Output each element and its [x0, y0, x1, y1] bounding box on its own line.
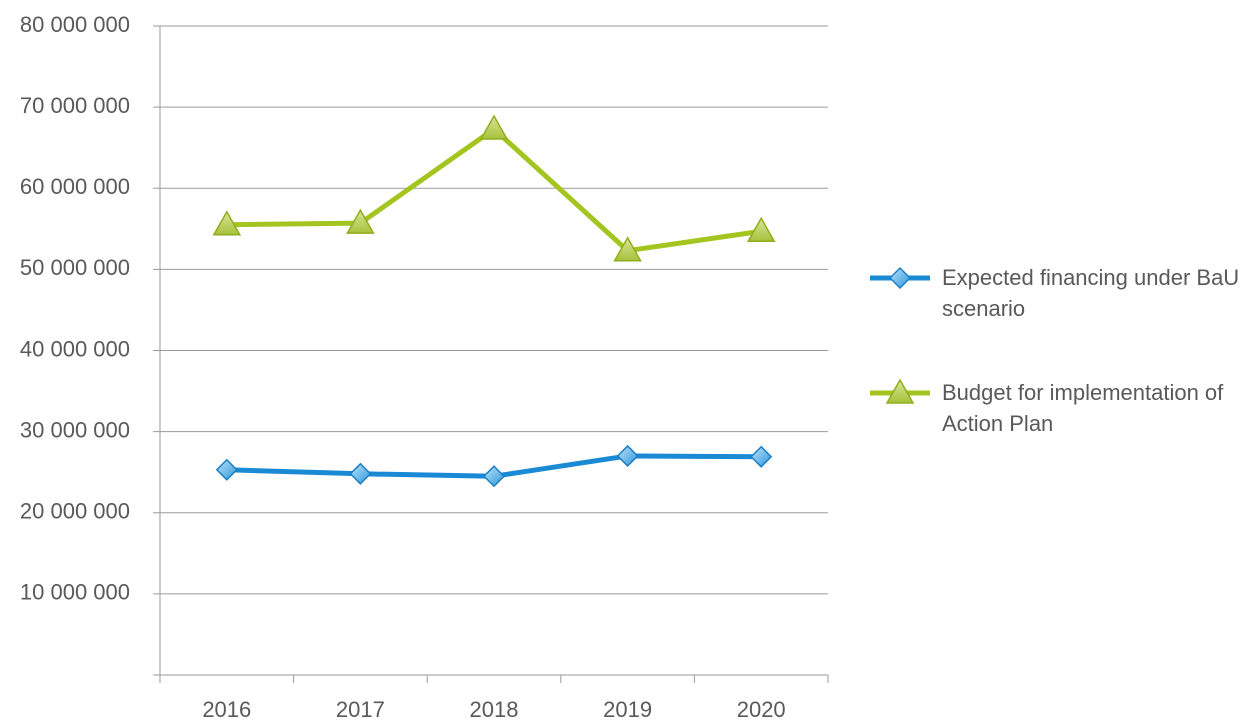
data-point — [215, 458, 238, 481]
data-point — [212, 210, 242, 236]
legend-item: Budget for implementation of Action Plan — [942, 380, 1224, 436]
legend-label: Expected financing under BaU scenario — [942, 265, 1240, 321]
data-point — [616, 444, 639, 468]
x-tick-label: 2016 — [202, 697, 251, 720]
data-point — [349, 462, 372, 485]
data-point — [346, 208, 375, 234]
legend-label: Budget for implementation of Action Plan — [942, 380, 1224, 436]
y-tick-label: 80 000 000 — [20, 12, 130, 37]
legend-item: Expected financing under BaU scenario — [942, 265, 1240, 321]
y-tick-label: 60 000 000 — [20, 174, 130, 199]
y-tick-label: 20 000 000 — [20, 499, 130, 524]
data-point — [479, 114, 509, 140]
y-tick-label: 40 000 000 — [20, 336, 130, 361]
y-tick-label: 10 000 000 — [20, 580, 130, 605]
data-point — [750, 445, 773, 468]
series-line — [226, 126, 762, 254]
x-tick-label: 2017 — [336, 697, 385, 720]
x-tick-label: 2019 — [603, 697, 652, 720]
y-tick-label: 70 000 000 — [20, 93, 130, 118]
legend-marker — [888, 266, 912, 290]
data-point — [746, 216, 776, 242]
data-point — [613, 236, 642, 262]
x-tick-label: 2018 — [470, 697, 519, 720]
y-tick-label: 30 000 000 — [20, 417, 130, 442]
data-point — [482, 465, 506, 488]
y-tick-label: 50 000 000 — [20, 255, 130, 280]
x-tick-label: 2020 — [737, 697, 786, 720]
legend-marker — [885, 378, 915, 404]
